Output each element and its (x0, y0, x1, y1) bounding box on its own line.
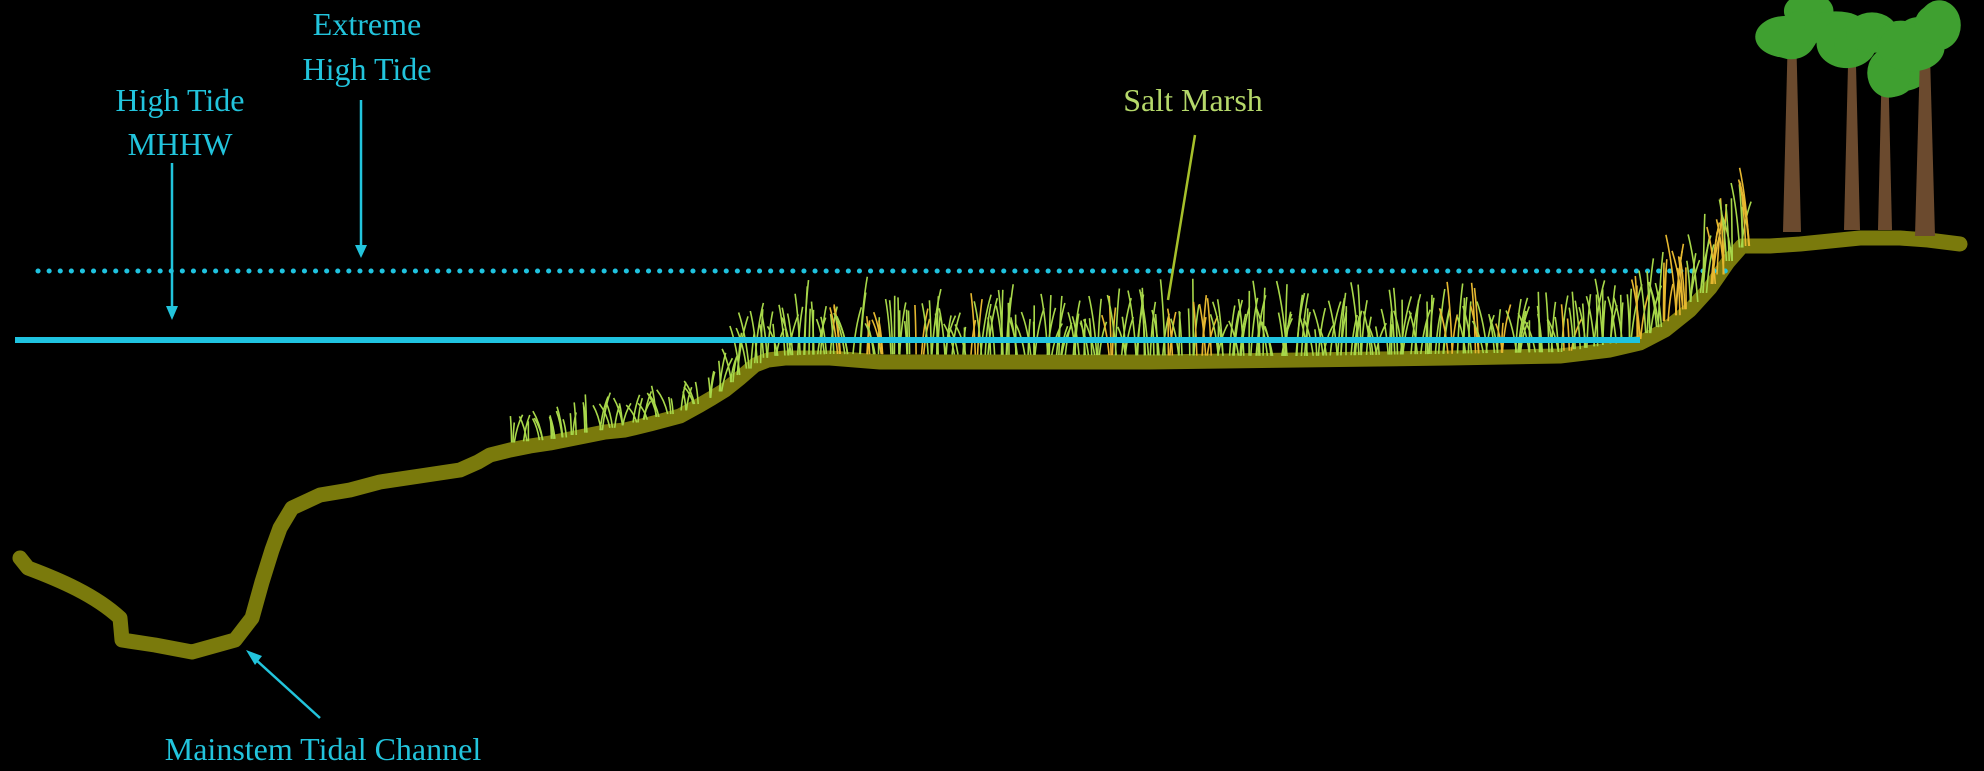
marsh-grass-icon (820, 306, 838, 355)
marsh-grass-icon (1471, 301, 1495, 354)
marsh-grass-icon (509, 414, 524, 443)
marsh-grass-icon (1545, 292, 1557, 353)
marsh-grass-icon (1607, 285, 1618, 344)
marsh-grass-icon (1718, 198, 1733, 262)
marsh-grass-icon (531, 410, 544, 441)
marsh-grass-icon (1560, 304, 1583, 351)
extreme-high-tide-label-line2: High Tide (303, 51, 432, 87)
marsh-grass-icon (1671, 250, 1687, 310)
marsh-grass-icon (1517, 312, 1537, 353)
marsh-grass-icon (815, 305, 827, 355)
marsh-grass-icon (934, 296, 942, 355)
marsh-grass-icon (973, 294, 992, 355)
marsh-grass-icon (1088, 295, 1108, 356)
marsh-grass-icon (1630, 275, 1650, 340)
marsh-grass-icon (1209, 314, 1229, 356)
marsh-grass-icon (548, 415, 556, 439)
marsh-grass-icon (1187, 278, 1200, 356)
marsh-grass-icon (1495, 304, 1512, 353)
marsh-grass-icon (1237, 298, 1251, 356)
marsh-grass-icon (680, 382, 693, 411)
marsh-grass-icon (829, 304, 842, 355)
marsh-grass-icon (646, 385, 660, 418)
marsh-grass-icon (1151, 279, 1170, 356)
marsh-grass-icon (1437, 288, 1451, 354)
marsh-grass-icon (1138, 287, 1150, 356)
marsh-grass-icon (555, 406, 568, 438)
marsh-grass-icon (1252, 280, 1266, 356)
high-tide-label-line1: High Tide (116, 82, 245, 118)
marsh-grass-icon (987, 297, 999, 355)
tree-icon (1803, 11, 1898, 230)
marsh-grass-icon (1032, 305, 1045, 355)
marsh-grass-icon (1008, 314, 1018, 355)
marsh-grass-icon (1198, 298, 1219, 356)
marsh-grass-icon (1014, 311, 1032, 355)
marsh-grass-icon (707, 370, 716, 398)
marsh-grass-icon (871, 311, 884, 355)
extreme-high-tide-label-line1: Extreme (313, 6, 421, 42)
marsh-grass-icon (1350, 282, 1368, 356)
marsh-grass-icon (897, 297, 907, 355)
marsh-grass-icon (1626, 283, 1643, 341)
marsh-grass-icon (1275, 280, 1292, 357)
mainstem-channel-arrowhead (246, 650, 262, 665)
marsh-grass-icon (683, 380, 699, 405)
marsh-grass-icon (1568, 291, 1582, 350)
marsh-grass-icon (518, 414, 531, 442)
marsh-grass-icon (794, 280, 810, 355)
marsh-grass-icon (884, 295, 896, 355)
marsh-grass-icon (656, 389, 674, 415)
marsh-grass-icon (781, 306, 804, 356)
marsh-grass-icon (1166, 308, 1177, 356)
marsh-grass-icon (625, 394, 644, 423)
marsh-grass-icon (1456, 283, 1468, 354)
marsh-grass-icon (808, 301, 815, 355)
high-tide-arrowhead (166, 306, 178, 320)
marsh-grass-icon (1488, 309, 1502, 354)
marsh-grass-icon (721, 348, 738, 383)
marsh-grass-icon (1547, 295, 1569, 353)
marsh-grass-icon (1408, 293, 1422, 355)
marsh-grass-icon (1536, 291, 1544, 353)
marsh-grass-icon (1040, 293, 1057, 355)
marsh-grass-icon (582, 394, 588, 433)
marsh-grass-icon (970, 293, 983, 355)
marsh-grass-icon (1662, 259, 1674, 322)
high-tide-label-line2: MHHW (128, 126, 234, 162)
marsh-grass-icon (1005, 284, 1014, 355)
marsh-grass-icon (1686, 234, 1701, 303)
marsh-grass-icon (1420, 301, 1431, 355)
salt-marsh-label: Salt Marsh (1123, 82, 1263, 118)
salt-marsh-grass (509, 167, 1752, 443)
ground-profile (12, 230, 1968, 660)
upland-trees (1755, 0, 1961, 236)
marsh-grass-icon (995, 289, 1004, 355)
marsh-grass-icon (778, 304, 800, 356)
marsh-grass-icon (833, 312, 849, 355)
mainstem-tidal-channel-label: Mainstem Tidal Channel (165, 731, 482, 767)
marsh-grass-icon (865, 316, 871, 355)
salt-marsh-pointer (1166, 134, 1197, 301)
marsh-grass-icon (852, 276, 869, 355)
marsh-grass-icon (592, 392, 612, 431)
marsh-grass-icon (612, 397, 632, 426)
marsh-grass-icon (637, 390, 653, 420)
marsh-grass-icon (1170, 311, 1183, 356)
marsh-grass-icon (1737, 167, 1751, 247)
marsh-grass-icon (903, 309, 911, 355)
marsh-grass-icon (1730, 182, 1752, 248)
marsh-grass-icon (1456, 301, 1473, 354)
tree-icon (1878, 0, 1961, 236)
marsh-grass-icon (1228, 299, 1244, 356)
extreme-high-tide-arrowhead (355, 245, 367, 258)
marsh-grass-icon (1340, 292, 1348, 356)
marsh-grass-icon (569, 402, 577, 436)
marsh-grass-icon (1647, 251, 1664, 328)
marsh-grass-icon (1295, 292, 1309, 357)
mainstem-channel-arrow (253, 657, 321, 719)
